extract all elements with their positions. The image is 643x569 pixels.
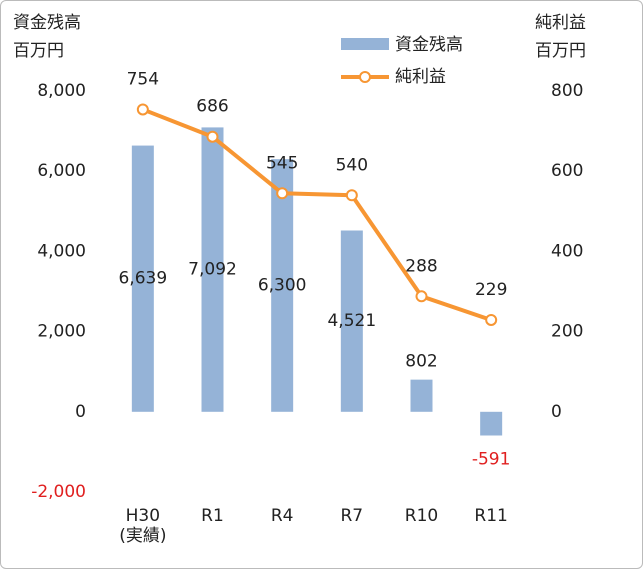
legend-marker bbox=[359, 71, 371, 83]
y-tick-label: -2,000 bbox=[31, 482, 86, 502]
bar-value-label: 6,639 bbox=[118, 269, 167, 289]
y-tick-label: 6,000 bbox=[37, 161, 86, 181]
y2-axis-unit: 百万円 bbox=[535, 41, 586, 61]
line-marker bbox=[345, 189, 358, 202]
y-tick-label: 8,000 bbox=[37, 81, 86, 101]
line-value-label: 288 bbox=[405, 256, 437, 276]
bar bbox=[271, 159, 294, 412]
line-marker bbox=[276, 187, 289, 200]
line-value-label: 540 bbox=[336, 155, 368, 175]
x-tick-label: R4 bbox=[270, 506, 294, 526]
bar-value-label: -591 bbox=[472, 449, 511, 469]
bar bbox=[410, 379, 433, 412]
line-value-label: 754 bbox=[127, 69, 159, 89]
y2-tick-label: 800 bbox=[551, 81, 583, 101]
line-marker bbox=[206, 130, 219, 143]
line-value-label: 686 bbox=[196, 97, 228, 117]
line-value-label: 229 bbox=[475, 280, 507, 300]
line bbox=[142, 107, 492, 322]
bar-value-label: 802 bbox=[405, 352, 437, 372]
bar bbox=[131, 145, 154, 412]
x-tick-label: R11 bbox=[474, 506, 508, 526]
bar-value-label: 7,092 bbox=[188, 260, 237, 280]
bar bbox=[480, 411, 503, 436]
bar bbox=[340, 230, 363, 412]
x-tick-label: R7 bbox=[340, 506, 364, 526]
legend-label: 資金残高 bbox=[395, 35, 463, 55]
line-value-label: 545 bbox=[266, 153, 298, 173]
legend-swatch bbox=[341, 38, 389, 50]
line-marker bbox=[136, 103, 149, 116]
y-tick-label: 0 bbox=[75, 402, 86, 422]
y2-tick-label: 400 bbox=[551, 241, 583, 261]
legend-label: 純利益 bbox=[395, 67, 446, 87]
x-tick-label: R10 bbox=[404, 506, 439, 526]
y-axis-unit: 百万円 bbox=[13, 41, 64, 61]
y2-axis-title: 純利益 bbox=[535, 13, 586, 33]
bar-value-label: 4,521 bbox=[327, 311, 376, 331]
y-tick-label: 2,000 bbox=[37, 322, 86, 342]
y-axis-title: 資金残高 bbox=[13, 13, 81, 33]
bar bbox=[201, 127, 224, 412]
y2-tick-label: 600 bbox=[551, 161, 583, 181]
x-tick-label: H30 (実績) bbox=[119, 506, 167, 546]
line-marker bbox=[485, 313, 498, 326]
line-marker bbox=[415, 290, 428, 303]
x-tick-label: R1 bbox=[201, 506, 224, 526]
y2-tick-label: 200 bbox=[551, 322, 583, 342]
y-tick-label: 4,000 bbox=[37, 241, 86, 261]
y2-tick-label: 0 bbox=[551, 402, 562, 422]
bar-value-label: 6,300 bbox=[258, 275, 307, 295]
